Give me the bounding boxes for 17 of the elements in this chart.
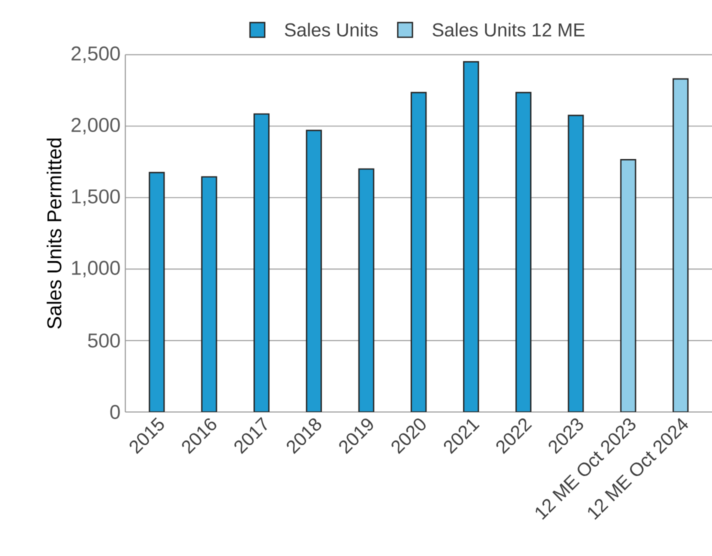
y-axis-title: Sales Units Permitted (46, 138, 62, 329)
bar (201, 176, 218, 412)
bar (410, 92, 427, 412)
y-tick-label: 2,000 (72, 118, 120, 134)
bar (306, 130, 322, 412)
y-tick-label: 2,500 (72, 46, 120, 63)
bar (620, 159, 636, 412)
bar (358, 168, 374, 412)
y-tick-label: 500 (88, 333, 120, 348)
legend-label: Sales Units 12 ME (432, 22, 584, 37)
y-tick-label: 0 (110, 404, 120, 420)
legend-label: Sales Units (284, 22, 378, 37)
bar (672, 78, 689, 412)
y-tick-label: 1,500 (72, 189, 120, 206)
y-tick-label: 1,000 (72, 260, 120, 278)
bar (568, 114, 584, 412)
bar (148, 172, 165, 412)
